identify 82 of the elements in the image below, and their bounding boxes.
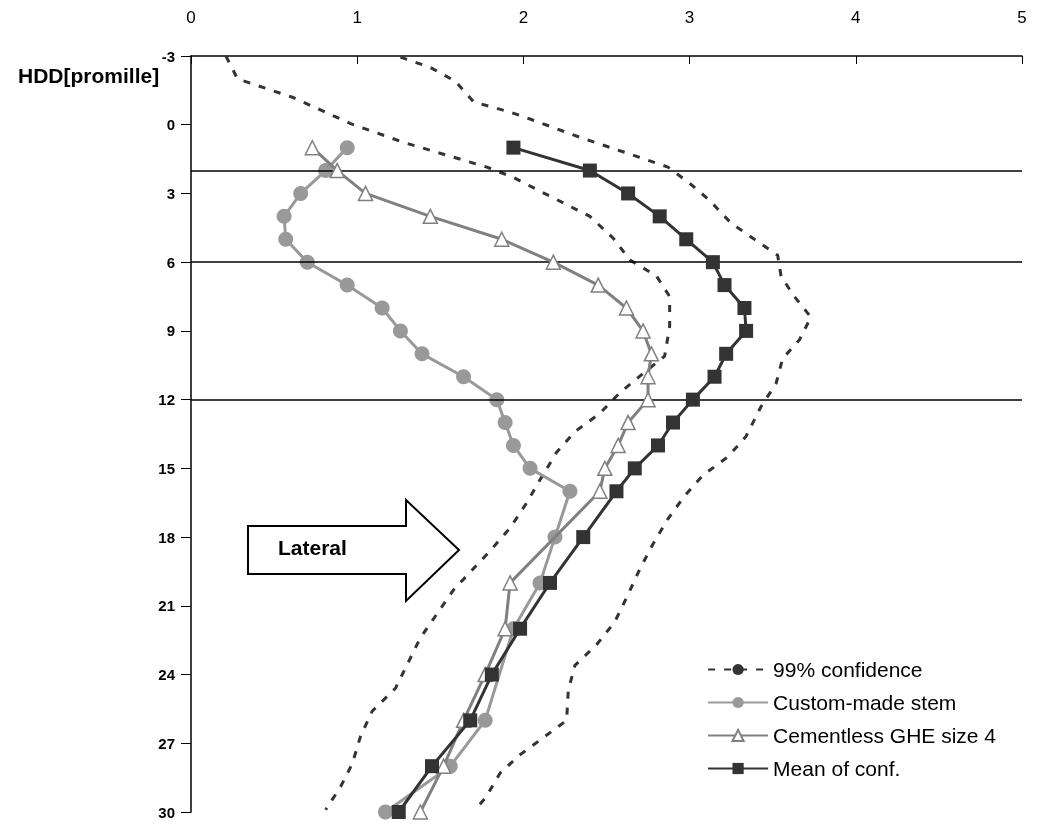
y-tick-label: 12 — [158, 391, 175, 409]
point — [576, 530, 591, 545]
point — [705, 255, 720, 270]
legend-label: 99% confidence — [773, 658, 923, 681]
point — [377, 804, 393, 820]
point — [505, 437, 521, 453]
point — [545, 254, 562, 270]
x-tick-label: 0 — [186, 8, 196, 27]
x-tick-label: 3 — [684, 8, 695, 27]
point — [484, 667, 499, 682]
point — [618, 300, 635, 316]
x-tick-label: 5 — [1017, 8, 1027, 27]
y-tick-label: 6 — [166, 253, 175, 271]
point — [592, 483, 608, 500]
point — [609, 484, 624, 499]
y-tick-label: 15 — [158, 459, 175, 477]
y-axis-title: HDD[promille] — [18, 64, 160, 88]
y-tick-label: 18 — [158, 528, 175, 546]
y-tick-label: 30 — [158, 803, 175, 821]
point — [494, 231, 510, 248]
point — [590, 277, 606, 293]
point — [640, 391, 656, 408]
point — [497, 415, 513, 431]
point — [339, 277, 355, 293]
point — [707, 369, 722, 384]
x-tick-label: 2 — [518, 8, 529, 27]
point — [597, 460, 613, 477]
point — [665, 415, 680, 430]
point — [293, 185, 309, 201]
point — [278, 231, 294, 247]
y-tick-label: 3 — [166, 184, 175, 202]
point — [502, 575, 518, 591]
annotation: Lateral — [278, 536, 347, 560]
point — [424, 759, 439, 774]
point — [329, 162, 346, 179]
y-tick-label: 27 — [158, 734, 175, 752]
point — [610, 437, 626, 454]
point — [739, 323, 754, 338]
point — [506, 140, 521, 155]
legend-label: Mean of conf. — [773, 757, 901, 780]
point — [685, 392, 700, 407]
point — [414, 346, 430, 362]
point — [717, 278, 732, 293]
point — [679, 232, 694, 247]
x-tick-label: 4 — [851, 8, 861, 27]
point — [620, 414, 636, 431]
point — [392, 323, 408, 339]
y-tick-label: 9 — [166, 322, 175, 340]
point — [621, 186, 636, 201]
point — [651, 438, 666, 453]
y-tick-label: 0 — [166, 116, 175, 134]
x-tick-label: 1 — [352, 8, 362, 27]
point — [374, 300, 390, 316]
point — [463, 713, 478, 728]
point — [635, 323, 651, 339]
point — [522, 460, 538, 476]
point — [737, 301, 752, 315]
y-tick-label: 21 — [158, 597, 175, 615]
point — [304, 139, 321, 156]
y-tick-label: -3 — [161, 47, 175, 65]
point — [339, 140, 355, 156]
point — [652, 209, 667, 224]
y-tick-label: 24 — [158, 666, 176, 684]
point — [643, 346, 660, 362]
point — [719, 346, 734, 361]
point — [640, 368, 656, 385]
point — [513, 621, 528, 636]
point — [276, 208, 292, 224]
point — [562, 483, 578, 499]
point — [627, 461, 642, 476]
legend-label: Custom-made stem — [773, 691, 957, 714]
point — [412, 804, 429, 820]
point — [497, 620, 513, 637]
point — [435, 758, 452, 774]
legend-label: Cementless GHE size 4 — [773, 724, 997, 747]
point — [391, 805, 406, 819]
point — [422, 208, 439, 225]
point — [456, 369, 472, 385]
point — [357, 185, 374, 202]
point — [582, 163, 597, 178]
point — [477, 712, 493, 728]
point — [542, 575, 557, 590]
